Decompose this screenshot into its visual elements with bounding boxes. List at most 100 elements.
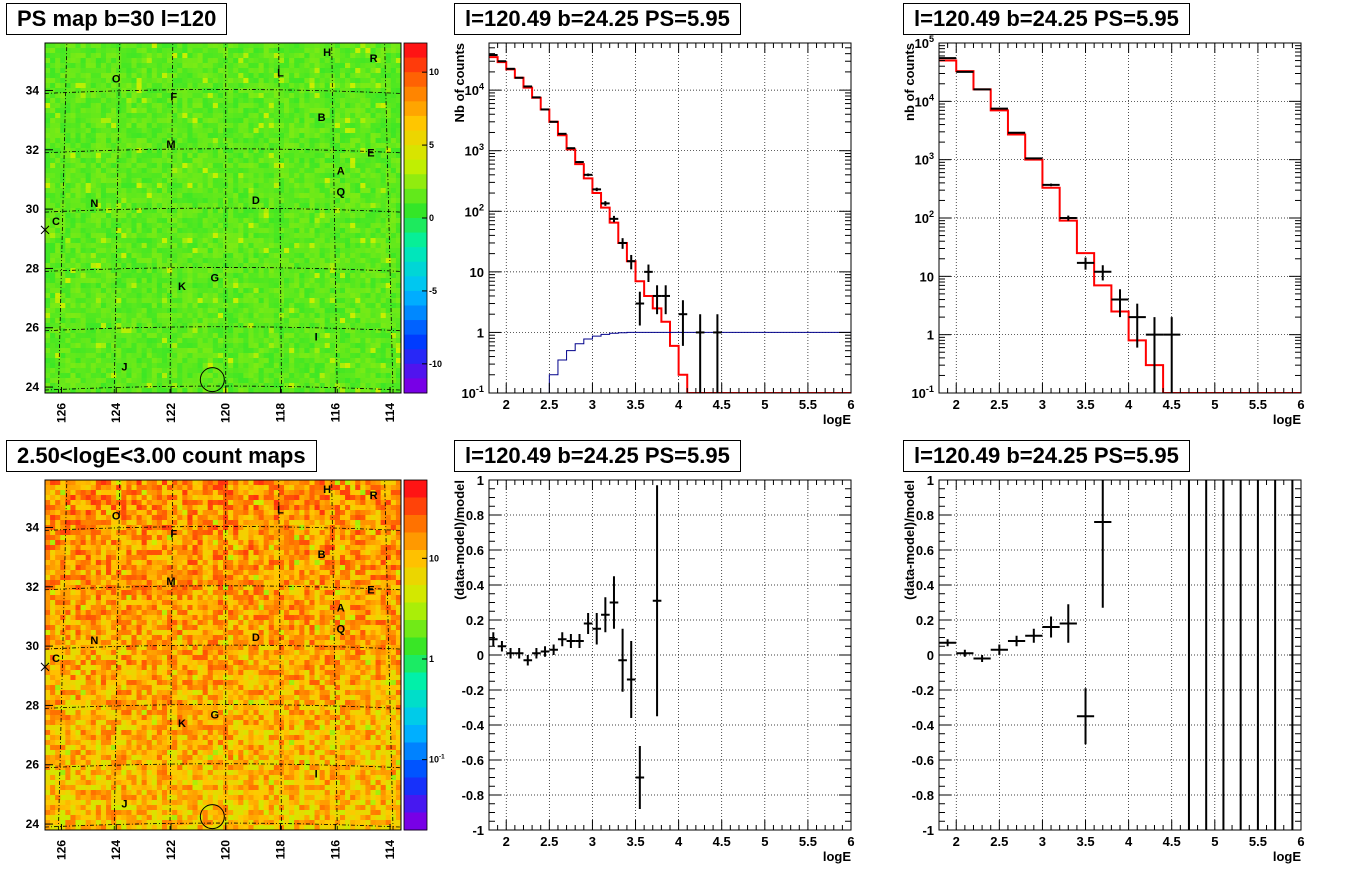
data-point-2-6 — [1042, 184, 1059, 187]
x-axis-label-5: logE — [1273, 849, 1301, 864]
y-tick-label-5-10: 1 — [927, 473, 934, 488]
x-tick-label-1-5: 4.5 — [713, 397, 731, 412]
x-tick-label-4-6: 5 — [761, 834, 768, 849]
colorbar-bin-3-16 — [404, 760, 427, 778]
x-tick-label-5-5: 4.5 — [1163, 834, 1181, 849]
y-tick-label-3-4: 32 — [26, 580, 40, 594]
x-tick-label-2-6: 5 — [1211, 397, 1218, 412]
data-point-1-8 — [558, 133, 567, 134]
source-label-0-14: G — [211, 272, 220, 284]
data-point-5-3 — [991, 645, 1008, 656]
colorbar-tick-label-0-4: -10 — [429, 359, 442, 369]
y-tick-label-2-6: 105 — [914, 34, 934, 51]
y-tick-label-1-4: 103 — [464, 142, 484, 159]
source-label-3-8: A — [337, 603, 345, 615]
data-point-4-11 — [584, 613, 593, 634]
grid-4 — [489, 480, 851, 830]
source-label-3-12: C — [52, 653, 60, 665]
y-tick-label-1-3: 102 — [464, 202, 484, 219]
colorbar-bin-0-9 — [404, 174, 427, 189]
source-label-0-9: Q — [336, 186, 345, 198]
y-tick-label-1-1: 1 — [477, 325, 484, 340]
y-tick-label-5-6: 0.2 — [916, 613, 934, 628]
x-tick-label-2-4: 4 — [1125, 397, 1133, 412]
x-tick-label-3-4: 118 — [274, 840, 288, 860]
source-label-0-10: N — [90, 198, 98, 210]
x-tick-label-4-8: 6 — [847, 834, 854, 849]
data-point-5-7 — [1060, 604, 1077, 643]
x-tick-label-5-1: 2.5 — [990, 834, 1008, 849]
y-tick-label-3-1: 26 — [26, 758, 40, 772]
data-point-4-0 — [489, 632, 498, 646]
x-tick-label-0-0: 126 — [54, 403, 68, 423]
y-tick-label-2-4: 103 — [914, 151, 934, 168]
source-label-3-4: R — [370, 490, 378, 502]
source-label-3-7: E — [367, 585, 374, 597]
y-tick-label-5-9: 0.8 — [916, 508, 934, 523]
source-label-0-5: B — [318, 112, 326, 124]
colorbar-bin-0-21 — [404, 349, 427, 364]
colorbar-bin-0-13 — [404, 233, 427, 248]
x-tick-label-1-6: 5 — [761, 397, 768, 412]
colorbar-bin-3-5 — [404, 568, 427, 586]
x-tick-label-5-0: 2 — [953, 834, 960, 849]
colorbar-bin-3-13 — [404, 708, 427, 726]
source-label-0-3: H — [323, 47, 331, 59]
data-point-1-15 — [618, 238, 627, 249]
y-tick-label-5-0: -1 — [922, 823, 934, 838]
data-point-1-19 — [653, 285, 662, 314]
source-label-3-10: N — [90, 635, 98, 647]
y-tick-label-0-0: 24 — [26, 380, 40, 394]
source-label-0-7: E — [367, 148, 374, 160]
y-tick-label-4-10: 1 — [477, 473, 484, 488]
colorbar-bin-3-11 — [404, 673, 427, 691]
data-point-4-2 — [506, 648, 515, 659]
x-tick-label-1-7: 5.5 — [799, 397, 817, 412]
colorbar-bin-0-22 — [404, 364, 427, 379]
x-tick-label-5-6: 5 — [1211, 834, 1218, 849]
source-label-0-1: F — [170, 91, 177, 103]
x-axis-label-4: logE — [823, 849, 851, 864]
colorbar-bin-0-8 — [404, 160, 427, 175]
colorbar-tick-label-3-1: 1 — [429, 654, 434, 664]
title-residual-coarse: l=120.49 b=24.25 PS=5.95 — [903, 440, 1190, 472]
title-count-map: 2.50<logE<3.00 count maps — [6, 440, 317, 472]
source-label-0-16: J — [121, 361, 127, 373]
colorbar-bin-0-11 — [404, 203, 427, 218]
source-label-3-15: I — [315, 769, 318, 781]
data-point-2-12 — [1146, 317, 1163, 393]
y-tick-label-2-2: 10 — [920, 269, 934, 284]
x-tick-label-3-3: 120 — [219, 840, 233, 860]
errorbar-series-2-1 — [939, 58, 1180, 393]
y-tick-label-3-3: 30 — [26, 639, 40, 653]
y-tick-label-4-4: -0.2 — [462, 683, 484, 698]
source-label-3-3: H — [323, 484, 331, 496]
colorbar-bin-0-12 — [404, 218, 427, 233]
colorbar-bin-3-7 — [404, 603, 427, 621]
y-tick-label-2-3: 102 — [914, 209, 934, 226]
colorbar-bin-3-1 — [404, 498, 427, 516]
colorbar-bin-3-6 — [404, 585, 427, 603]
series-step-line-1-0 — [489, 57, 851, 393]
source-label-0-6: M — [166, 139, 175, 151]
colorbar-bin-0-3 — [404, 87, 427, 102]
data-point-4-3 — [515, 648, 524, 659]
series-step-line-2-0 — [939, 61, 1301, 393]
data-point-4-15 — [618, 629, 627, 692]
x-tick-label-4-2: 3 — [589, 834, 596, 849]
colorbar-tick-label-0-3: -5 — [429, 286, 437, 296]
data-point-1-10 — [575, 161, 584, 163]
y-tick-label-4-0: -1 — [472, 823, 484, 838]
y-tick-label-4-3: -0.4 — [462, 718, 485, 733]
title-residual-fine: l=120.49 b=24.25 PS=5.95 — [454, 440, 741, 472]
x-tick-label-2-0: 2 — [953, 397, 960, 412]
source-label-0-2: L — [277, 68, 284, 80]
data-point-4-6 — [541, 646, 550, 657]
colorbar-bin-0-10 — [404, 189, 427, 204]
x-tick-label-3-0: 126 — [54, 840, 68, 860]
title-ps-map: PS map b=30 l=120 — [6, 3, 227, 35]
source-label-3-16: J — [121, 798, 127, 810]
colorbar-bin-3-18 — [404, 795, 427, 813]
colorbar-bin-0-5 — [404, 116, 427, 131]
